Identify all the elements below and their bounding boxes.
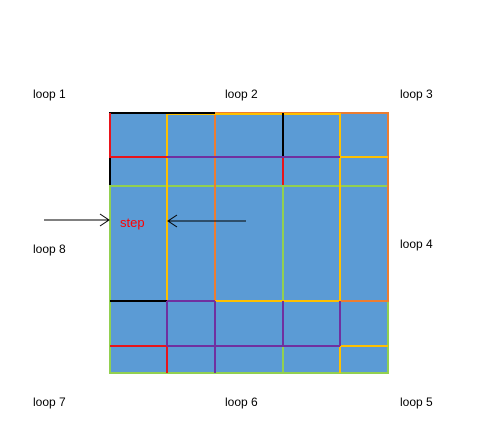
left-arrow-head [99, 213, 110, 227]
loop-6-label: loop 6 [225, 395, 258, 409]
loop-4-label: loop 4 [400, 237, 433, 251]
yellow-outline-inner [166, 113, 341, 302]
loop-2-label: loop 2 [225, 87, 258, 101]
right-arrow-head [167, 214, 178, 228]
red-line-top-left [109, 113, 167, 158]
loop-5-label: loop 5 [400, 395, 433, 409]
step-label: step [120, 215, 145, 230]
loop-1-label: loop 1 [33, 87, 66, 101]
grid-fill [110, 113, 388, 373]
loop-8-label: loop 8 [33, 242, 66, 256]
loop-7-label: loop 7 [33, 395, 66, 409]
loop-3-label: loop 3 [400, 87, 433, 101]
